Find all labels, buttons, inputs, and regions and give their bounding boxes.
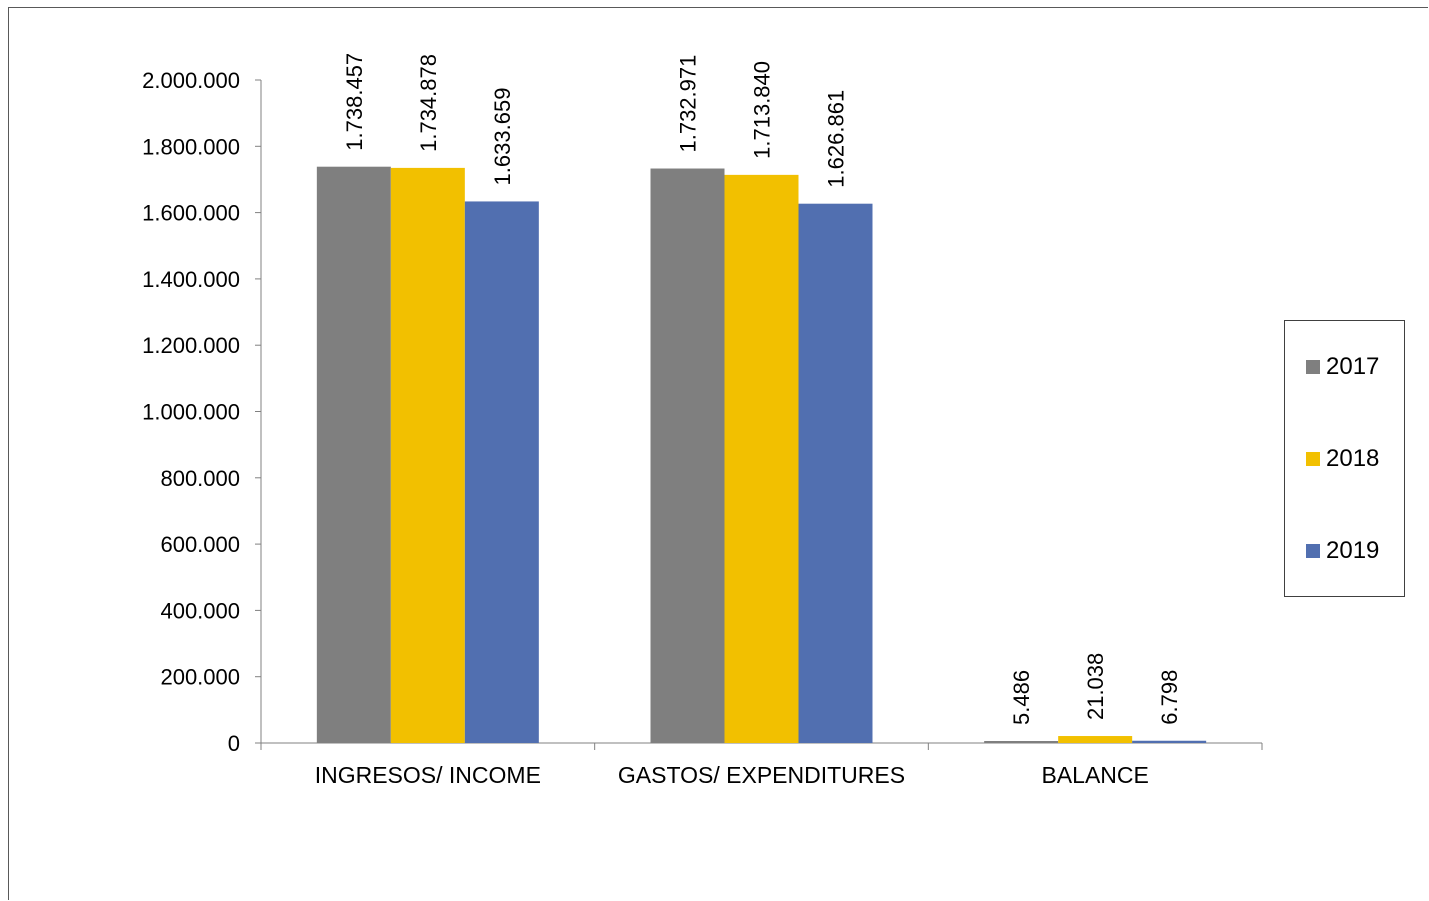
bar-2018-2 xyxy=(1058,736,1133,743)
y-tick-label: 1.800.000 xyxy=(142,134,240,159)
legend-label: 2017 xyxy=(1326,353,1380,380)
y-tick-label: 0 xyxy=(228,731,240,756)
bar-2019-0 xyxy=(464,201,539,744)
y-tick-label: 200.000 xyxy=(160,665,240,690)
bar-2019-2 xyxy=(1132,740,1207,743)
legend-swatch xyxy=(1306,360,1320,374)
y-tick-label: 2.000.000 xyxy=(142,68,240,93)
legend-item-2019: 2019 xyxy=(1306,537,1379,565)
y-tick-label: 600.000 xyxy=(160,532,240,557)
data-label: 1.713.840 xyxy=(750,61,775,159)
legend-swatch xyxy=(1306,452,1320,466)
bar-2017-1 xyxy=(650,168,725,743)
bar-2017-2 xyxy=(984,741,1059,743)
data-label: 1.732.971 xyxy=(676,55,701,153)
y-tick-label: 1.400.000 xyxy=(142,267,240,292)
data-label: 5.486 xyxy=(1009,670,1034,725)
legend: 2017 2018 2019 xyxy=(1284,320,1405,597)
y-tick-label: 1.600.000 xyxy=(142,201,240,226)
bar-2017-0 xyxy=(316,166,391,743)
legend-label: 2019 xyxy=(1326,537,1380,564)
y-tick-label: 800.000 xyxy=(160,466,240,491)
data-label: 1.633.659 xyxy=(490,88,515,186)
bar-2018-0 xyxy=(390,167,465,743)
data-label: 21.038 xyxy=(1083,653,1108,720)
x-category-label: BALANCE xyxy=(1041,762,1148,788)
data-label: 1.738.457 xyxy=(342,53,367,151)
bar-2018-1 xyxy=(724,174,799,743)
bar-2019-1 xyxy=(798,203,873,744)
y-tick-label: 1.000.000 xyxy=(142,400,240,425)
chart-frame xyxy=(8,7,1428,900)
x-category-label: INGRESOS/ INCOME xyxy=(315,762,541,788)
data-label: 1.626.861 xyxy=(824,90,849,188)
legend-label: 2018 xyxy=(1326,445,1380,472)
y-tick-label: 400.000 xyxy=(160,598,240,623)
x-category-label: GASTOS/ EXPENDITURES xyxy=(618,762,905,788)
y-tick-label: 1.200.000 xyxy=(142,333,240,358)
legend-item-2017: 2017 xyxy=(1306,353,1379,381)
data-label: 6.798 xyxy=(1157,670,1182,725)
legend-swatch xyxy=(1306,544,1320,558)
legend-item-2018: 2018 xyxy=(1306,445,1379,473)
data-label: 1.734.878 xyxy=(416,54,441,152)
